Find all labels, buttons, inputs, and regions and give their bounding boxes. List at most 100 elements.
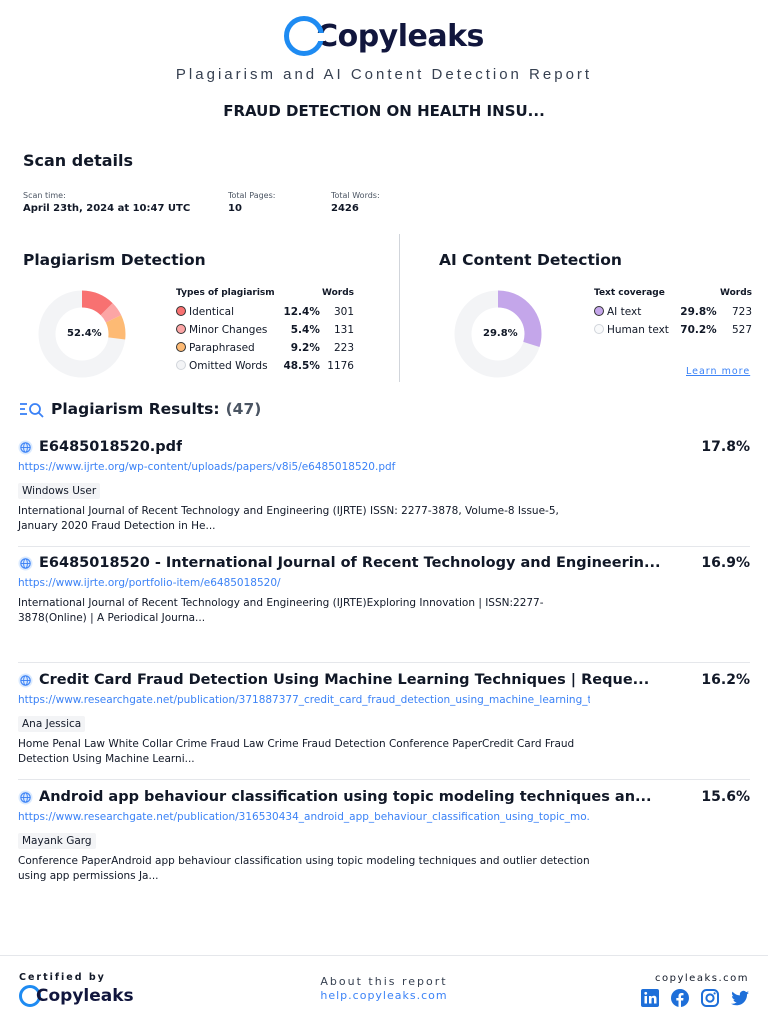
- identical-dot-icon: [176, 306, 186, 316]
- report-subtitle: Plagiarism and AI Content Detection Repo…: [175, 66, 593, 83]
- result-item[interactable]: Credit Card Fraud Detection Using Machin…: [18, 672, 750, 767]
- result-percentage: 17.8%: [701, 439, 750, 455]
- globe-icon: [18, 439, 33, 455]
- ai-donut-chart: [454, 290, 542, 378]
- types-header: Types of plagiarism: [176, 288, 275, 298]
- brand-name: Copyleaks: [316, 18, 484, 54]
- words-header: Words: [321, 288, 354, 298]
- search-list-icon: [20, 403, 44, 418]
- linkedin-icon[interactable]: [640, 988, 660, 1008]
- legend-label: Identical: [189, 306, 235, 318]
- globe-icon: [18, 789, 33, 805]
- human-text-dot-icon: [594, 324, 604, 334]
- legend-words: 131: [333, 324, 354, 336]
- coverage-header: Text coverage: [594, 288, 665, 298]
- identical-segment: [38, 290, 126, 378]
- omitted-words-dot-icon: [176, 360, 186, 370]
- ai-detection-heading: AI Content Detection: [439, 251, 622, 269]
- globe-icon: [18, 672, 33, 688]
- result-divider: [18, 779, 750, 780]
- total-words: Total Words: 2426: [331, 191, 380, 214]
- footer-divider: [0, 955, 768, 956]
- words-header: Words: [719, 288, 752, 298]
- result-description: International Journal of Recent Technolo…: [18, 597, 544, 624]
- results-count: (47): [225, 400, 262, 418]
- result-title[interactable]: Android app behaviour classification usi…: [39, 789, 652, 805]
- legend-pct: 70.2%: [680, 324, 717, 336]
- site-link[interactable]: copyleaks.com: [655, 973, 749, 984]
- legend-pct: 29.8%: [680, 306, 717, 318]
- ai-text-dot-icon: [594, 306, 604, 316]
- footer-copyleaks-logo: Copyleaks: [19, 985, 134, 1007]
- legend-label: Human text: [607, 324, 669, 336]
- legend-row-paraphrased: Paraphrased 9.2% 223: [176, 339, 354, 357]
- scan-details-heading: Scan details: [23, 151, 134, 170]
- learn-more-link[interactable]: Learn more: [686, 366, 751, 377]
- legend-row-ai-text: AI text 29.8% 723: [594, 303, 752, 321]
- help-link[interactable]: help.copyleaks.com: [320, 989, 448, 1002]
- result-item[interactable]: E6485018520.pdf 17.8% https://www.ijrte.…: [18, 439, 750, 534]
- legend-row-human-text: Human text 70.2% 527: [594, 321, 752, 339]
- twitter-icon[interactable]: [730, 988, 750, 1008]
- scan-time-value: April 23th, 2024 at 10:47 UTC: [23, 203, 191, 214]
- document-title: FRAUD DETECTION ON HEALTH INSU...: [223, 102, 545, 120]
- legend-pct: 48.5%: [283, 360, 320, 372]
- legend-words: 723: [731, 306, 752, 318]
- minor-changes-dot-icon: [176, 324, 186, 334]
- result-description: Conference PaperAndroid app behaviour cl…: [18, 855, 590, 882]
- result-title[interactable]: E6485018520 - International Journal of R…: [39, 555, 661, 571]
- result-item[interactable]: E6485018520 - International Journal of R…: [18, 555, 750, 626]
- plagiarism-detection-heading: Plagiarism Detection: [23, 251, 206, 269]
- legend-label: AI text: [607, 306, 642, 318]
- result-divider: [18, 662, 750, 663]
- result-title[interactable]: Credit Card Fraud Detection Using Machin…: [39, 672, 650, 688]
- result-percentage: 16.9%: [701, 555, 750, 571]
- result-author: Ana Jessica: [18, 716, 86, 732]
- result-item[interactable]: Android app behaviour classification usi…: [18, 789, 750, 884]
- legend-words: 301: [333, 306, 354, 318]
- legend-row-omitted-words: Omitted Words 48.5% 1176: [176, 357, 354, 375]
- legend-label: Minor Changes: [189, 324, 268, 336]
- plagiarism-results-heading: Plagiarism Results: (47): [19, 400, 261, 418]
- plagiarism-donut-label: 52.4%: [67, 328, 102, 339]
- legend-row-identical: Identical 12.4% 301: [176, 303, 354, 321]
- total-words-value: 2426: [331, 203, 359, 214]
- legend-pct: 9.2%: [290, 342, 320, 354]
- result-url[interactable]: https://www.ijrte.org/wp-content/uploads…: [18, 461, 396, 473]
- scan-time-label: Scan time:: [23, 191, 66, 200]
- ai-legend-table: Text coverage Words AI text 29.8% 723 Hu…: [594, 288, 752, 339]
- facebook-icon[interactable]: [670, 988, 690, 1008]
- copyleaks-ring-icon: [19, 985, 41, 1007]
- legend-pct: 5.4%: [290, 324, 320, 336]
- ai-donut-label: 29.8%: [483, 328, 518, 339]
- ai-text-segment: [454, 290, 542, 378]
- paraphrased-segment: [38, 290, 126, 378]
- total-pages: Total Pages: 10: [228, 191, 275, 214]
- legend-label: Paraphrased: [189, 342, 255, 354]
- total-pages-label: Total Pages:: [228, 191, 276, 200]
- result-url[interactable]: https://www.researchgate.net/publication…: [18, 694, 590, 706]
- result-percentage: 15.6%: [701, 789, 750, 805]
- result-divider: [18, 546, 750, 547]
- total-words-label: Total Words:: [331, 191, 380, 200]
- report-header: Copyleaks Plagiarism and AI Content Dete…: [0, 16, 768, 83]
- plagiarism-donut-chart: [38, 290, 126, 378]
- footer-brand-name: Copyleaks: [36, 986, 134, 1006]
- result-title[interactable]: E6485018520.pdf: [39, 439, 183, 455]
- instagram-icon[interactable]: [700, 988, 720, 1008]
- legend-words: 223: [333, 342, 354, 354]
- result-url[interactable]: https://www.researchgate.net/publication…: [18, 811, 590, 823]
- plagiarism-legend-table: Types of plagiarism Words Identical 12.4…: [176, 288, 354, 375]
- legend-words: 527: [731, 324, 752, 336]
- result-url[interactable]: https://www.ijrte.org/portfolio-item/e64…: [18, 577, 281, 589]
- social-links: [640, 988, 750, 1008]
- copyleaks-ring-icon: [284, 16, 326, 56]
- paraphrased-dot-icon: [176, 342, 186, 352]
- results-heading-text: Plagiarism Results:: [51, 400, 220, 418]
- legend-row-minor-changes: Minor Changes 5.4% 131: [176, 321, 354, 339]
- result-percentage: 16.2%: [701, 672, 750, 688]
- section-divider: [399, 234, 400, 382]
- result-description: International Journal of Recent Technolo…: [18, 505, 559, 532]
- certified-by-label: Certified by: [19, 972, 106, 983]
- about-report-label: About this report: [320, 975, 448, 988]
